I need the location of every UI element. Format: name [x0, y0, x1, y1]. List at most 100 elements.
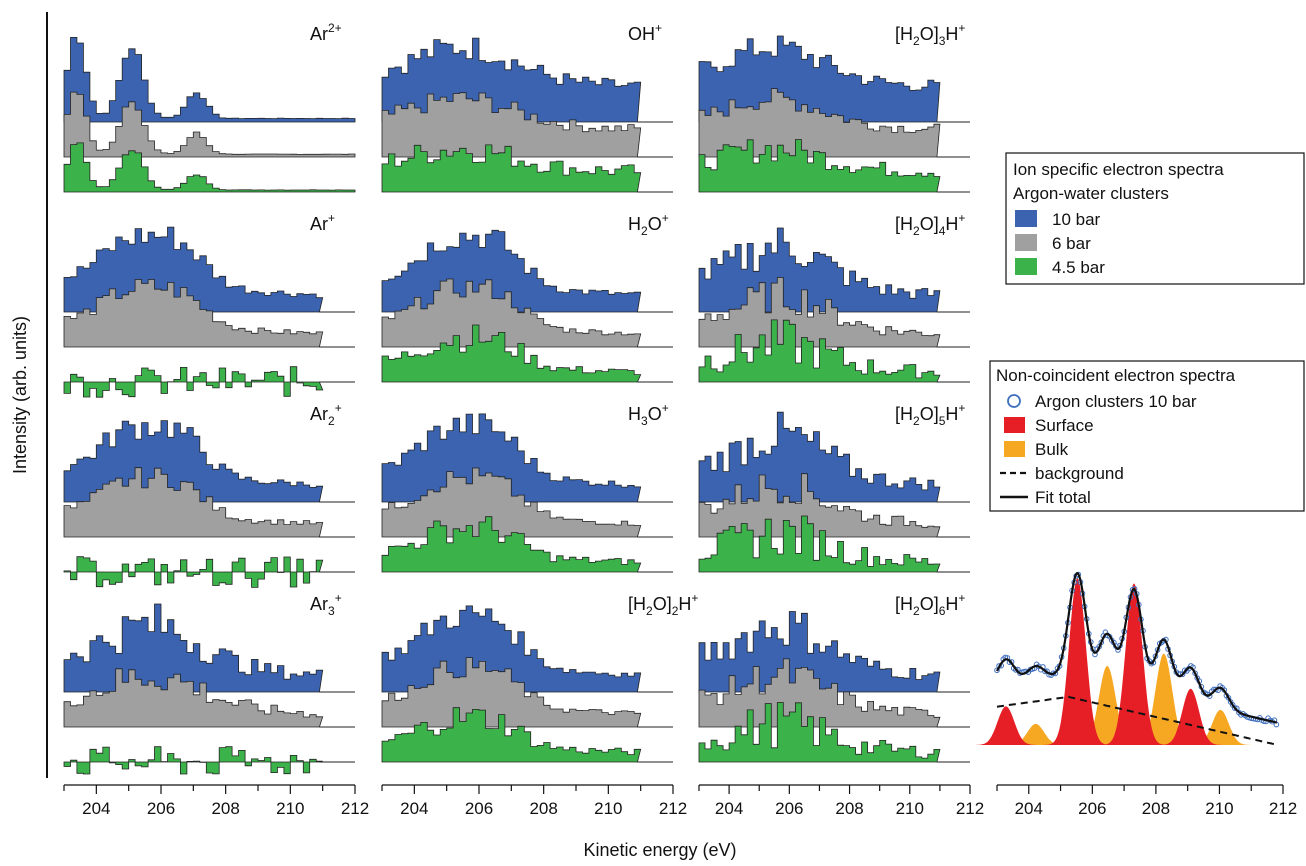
- panel-2: OH+: [381, 21, 673, 193]
- x-tick-label: 206: [465, 799, 493, 818]
- bulk-peak-4: [1184, 709, 1257, 745]
- fit-panel: [970, 571, 1280, 746]
- panel-1: Ar2+: [63, 21, 356, 193]
- panel-grid: Ar2+ OH+ [H2O]3H+ Ar+ H2O+ [H2O]4H+ Ar2+ H3O+ [H…: [63, 21, 970, 775]
- panel-label-6: [H2O]4H+: [895, 211, 965, 238]
- legend-ion-box: [1005, 152, 1305, 285]
- legend-swatch-45bar: [1015, 258, 1037, 275]
- spectrum-s10-panel-10: [63, 603, 324, 693]
- surface-peak-4: [1154, 688, 1227, 745]
- legend-label-fit: Fit total: [1035, 488, 1091, 507]
- spectrum-s6-panel-1: [63, 91, 356, 158]
- legend-swatch-surface: [1004, 417, 1025, 433]
- spectrum-s6-panel-11: [381, 657, 642, 728]
- legend-label-6bar: 6 bar: [1052, 234, 1091, 253]
- legend-marker-data: [1007, 394, 1021, 408]
- spectrum-s6-panel-9: [698, 473, 941, 538]
- spectrum-s45-panel-2: [381, 144, 642, 193]
- panel-label-3: [H2O]3H+: [895, 21, 965, 48]
- x-tick-label: 212: [1269, 799, 1297, 818]
- spectrum-s45-panel-4: [63, 366, 324, 398]
- panel-5: H2O+: [381, 211, 673, 383]
- x-tick-label: 210: [594, 799, 622, 818]
- panel-9: [H2O]5H+: [698, 401, 970, 573]
- spectrum-s6-panel-3: [698, 88, 941, 158]
- spectrum-s45-panel-11: [381, 707, 642, 763]
- bulk-peak-1: [999, 723, 1072, 745]
- panel-8: H3O+: [381, 401, 673, 573]
- legend-nc-title: Non-coincident electron spectra: [996, 366, 1236, 385]
- spectrum-s45-panel-1: [63, 142, 356, 193]
- legend-swatch-bulk: [1004, 441, 1025, 457]
- surface-peak-1: [970, 706, 1042, 745]
- spectrum-s6-panel-2: [381, 92, 642, 158]
- surface-peak-3: [1098, 583, 1170, 745]
- spectrum-s45-panel-9: [698, 515, 941, 573]
- x-axis-2: 204 206 208 210 212: [381, 784, 687, 818]
- x-axis-label: Kinetic energy (eV): [583, 840, 736, 860]
- spectrum-s6-panel-6: [698, 277, 941, 348]
- x-tick-label: 208: [1142, 799, 1170, 818]
- x-axes: 204 206 208 210 212 204 206 208 210 212 204 206 208 2…: [63, 784, 1297, 818]
- x-tick-label: 204: [82, 799, 110, 818]
- spectrum-s6-panel-5: [381, 278, 642, 348]
- legend-ion-title-1: Ion specific electron spectra: [1013, 160, 1224, 179]
- spectrum-s6-panel-12: [698, 658, 941, 728]
- panel-12: [H2O]6H+: [698, 591, 970, 763]
- panel-label-1: Ar2+: [310, 21, 342, 44]
- spectrum-s45-panel-7: [63, 556, 324, 588]
- x-tick-label: 212: [659, 799, 687, 818]
- data-point: [994, 667, 1000, 674]
- legend-swatch-10bar: [1015, 210, 1037, 227]
- spectrum-s10-panel-3: [698, 35, 941, 123]
- panel-label-5: H2O+: [628, 211, 669, 238]
- legend-ion-specific: Ion specific electron spectra Argon-wate…: [1005, 152, 1305, 285]
- x-tick-label: 206: [147, 799, 175, 818]
- x-tick-label: 204: [1015, 799, 1043, 818]
- data-point: [1115, 647, 1121, 653]
- x-tick-label: 206: [1078, 799, 1106, 818]
- spectrum-s6-panel-7: [63, 467, 324, 538]
- panel-label-10: Ar3+: [310, 591, 342, 618]
- x-tick-label: 210: [896, 799, 924, 818]
- legend-label-45bar: 4.5 bar: [1052, 258, 1105, 277]
- legend-nc-box: [989, 360, 1305, 512]
- legend-label-10bar: 10 bar: [1052, 210, 1101, 229]
- panel-label-8: H3O+: [628, 401, 669, 428]
- spectrum-s45-panel-5: [381, 324, 642, 383]
- legend-label-surface: Surface: [1035, 416, 1094, 435]
- spectrum-s6-panel-4: [63, 279, 324, 348]
- spectrum-s45-panel-10: [63, 746, 323, 775]
- x-tick-label: 204: [400, 799, 428, 818]
- x-axis-4: 204 206 208 210 212: [996, 784, 1297, 818]
- panel-3: [H2O]3H+: [698, 21, 970, 193]
- x-tick-label: 208: [211, 799, 239, 818]
- x-tick-label: 212: [341, 799, 369, 818]
- spectrum-s6-panel-8: [381, 467, 642, 538]
- y-axis-label: Intensity (arb. units): [10, 316, 30, 474]
- legend-non-coincident: Non-coincident electron spectra Argon cl…: [989, 360, 1305, 512]
- panel-label-12: [H2O]6H+: [895, 591, 965, 618]
- x-tick-label: 210: [276, 799, 304, 818]
- spectrum-s10-panel-1: [63, 37, 356, 123]
- panel-7: Ar2+: [63, 401, 355, 588]
- spectrum-s45-panel-8: [381, 516, 642, 573]
- x-tick-label: 212: [956, 799, 984, 818]
- panel-6: [H2O]4H+: [698, 211, 970, 383]
- panel-label-2: OH+: [628, 21, 662, 44]
- x-tick-label: 208: [835, 799, 863, 818]
- panel-label-9: [H2O]5H+: [895, 401, 965, 428]
- panel-11: [H2O]2H+: [381, 591, 698, 763]
- spectrum-s45-panel-6: [698, 319, 941, 383]
- spectrum-s45-panel-3: [698, 139, 941, 193]
- panel-10: Ar3+: [63, 591, 355, 775]
- legend-label-bulk: Bulk: [1035, 440, 1069, 459]
- surface-peak-2: [1041, 578, 1114, 745]
- spectrum-s45-panel-12: [698, 702, 941, 763]
- legend-ion-title-2: Argon-water clusters: [1013, 184, 1169, 203]
- x-axis-1: 204 206 208 210 212: [63, 784, 369, 818]
- legend-label-background: background: [1035, 464, 1124, 483]
- bulk-peak-3: [1128, 653, 1200, 745]
- spectrum-s10-panel-4: [63, 226, 324, 313]
